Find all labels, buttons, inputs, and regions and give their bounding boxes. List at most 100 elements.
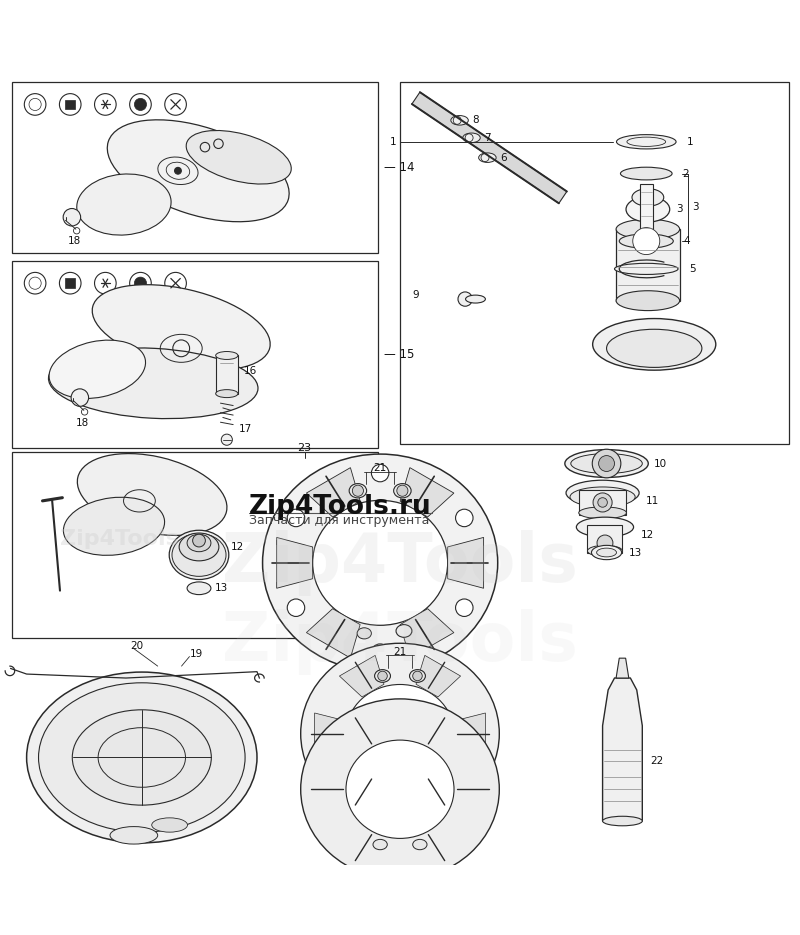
Bar: [66, 279, 75, 288]
Ellipse shape: [186, 131, 291, 184]
Bar: [578, 490, 626, 515]
Text: 13: 13: [629, 548, 642, 557]
Circle shape: [222, 434, 232, 445]
Circle shape: [598, 455, 614, 471]
Text: Zip4Tools: Zip4Tools: [222, 530, 578, 596]
Polygon shape: [448, 538, 484, 588]
Ellipse shape: [616, 291, 680, 310]
Ellipse shape: [78, 453, 227, 536]
Ellipse shape: [619, 234, 674, 248]
Circle shape: [174, 167, 182, 174]
Circle shape: [134, 98, 146, 110]
Circle shape: [287, 510, 305, 526]
Bar: [640, 184, 653, 235]
Text: 17: 17: [238, 424, 252, 435]
Polygon shape: [339, 655, 384, 697]
Circle shape: [134, 277, 146, 289]
Ellipse shape: [346, 741, 454, 839]
Ellipse shape: [602, 816, 642, 826]
Ellipse shape: [410, 669, 426, 683]
Ellipse shape: [107, 120, 289, 222]
Ellipse shape: [63, 497, 165, 555]
Ellipse shape: [38, 683, 245, 832]
Polygon shape: [454, 713, 486, 755]
Bar: [587, 525, 622, 553]
Ellipse shape: [152, 818, 187, 832]
Ellipse shape: [576, 517, 634, 537]
Ellipse shape: [77, 174, 171, 235]
Ellipse shape: [565, 450, 648, 478]
Circle shape: [193, 534, 206, 547]
Polygon shape: [306, 609, 360, 658]
Text: — 15: — 15: [384, 348, 414, 361]
Ellipse shape: [72, 710, 211, 805]
Ellipse shape: [394, 483, 411, 497]
Bar: [12, 261, 378, 448]
Ellipse shape: [616, 219, 680, 239]
Text: 21: 21: [394, 647, 406, 657]
Ellipse shape: [591, 545, 622, 560]
Text: — 14: — 14: [384, 161, 414, 174]
Ellipse shape: [626, 196, 670, 222]
Text: 7: 7: [484, 133, 491, 143]
Circle shape: [378, 671, 387, 681]
Ellipse shape: [593, 319, 716, 370]
Text: 13: 13: [215, 583, 228, 593]
Circle shape: [455, 599, 473, 616]
Bar: [616, 229, 680, 301]
Text: 1: 1: [390, 137, 396, 147]
Ellipse shape: [187, 534, 211, 552]
Ellipse shape: [349, 483, 366, 497]
Polygon shape: [314, 713, 346, 755]
Text: 21: 21: [374, 464, 386, 473]
Circle shape: [371, 465, 389, 482]
Ellipse shape: [49, 340, 146, 398]
Ellipse shape: [466, 295, 486, 303]
Text: 18: 18: [76, 418, 89, 428]
Polygon shape: [400, 609, 454, 658]
Circle shape: [455, 510, 473, 526]
Circle shape: [71, 389, 89, 407]
Bar: [12, 82, 378, 253]
Ellipse shape: [92, 284, 270, 370]
Ellipse shape: [301, 698, 499, 880]
Circle shape: [63, 209, 81, 226]
Circle shape: [352, 485, 363, 496]
Ellipse shape: [570, 487, 635, 507]
Text: Запчасти для инструмента: Запчасти для инструмента: [249, 514, 430, 527]
Text: 5: 5: [689, 264, 696, 274]
Polygon shape: [616, 658, 629, 678]
Circle shape: [597, 535, 613, 551]
Ellipse shape: [462, 133, 480, 142]
Text: 9: 9: [412, 290, 418, 300]
Text: 1: 1: [687, 137, 694, 147]
Text: Zip4Tools.ru: Zip4Tools.ru: [249, 495, 432, 520]
Circle shape: [458, 292, 472, 307]
Ellipse shape: [614, 264, 678, 275]
Polygon shape: [277, 538, 313, 588]
Polygon shape: [306, 468, 360, 517]
Text: 23: 23: [298, 442, 312, 453]
Bar: [66, 100, 75, 109]
Text: 22: 22: [650, 756, 663, 767]
Circle shape: [287, 599, 305, 616]
Text: 8: 8: [472, 115, 479, 125]
Ellipse shape: [216, 390, 238, 397]
Text: 4: 4: [684, 236, 690, 246]
Ellipse shape: [313, 500, 448, 626]
Polygon shape: [400, 468, 454, 517]
Text: Zip4Tools: Zip4Tools: [60, 529, 179, 549]
Text: 10: 10: [654, 458, 667, 468]
Circle shape: [592, 449, 621, 478]
Bar: [12, 452, 378, 639]
Ellipse shape: [346, 684, 454, 783]
Ellipse shape: [301, 643, 499, 824]
Ellipse shape: [478, 153, 496, 163]
Polygon shape: [339, 770, 384, 812]
Ellipse shape: [373, 840, 387, 850]
Text: 19: 19: [190, 649, 202, 659]
Text: 3: 3: [676, 205, 682, 214]
Ellipse shape: [49, 348, 258, 419]
Circle shape: [593, 493, 612, 512]
Ellipse shape: [617, 135, 676, 149]
